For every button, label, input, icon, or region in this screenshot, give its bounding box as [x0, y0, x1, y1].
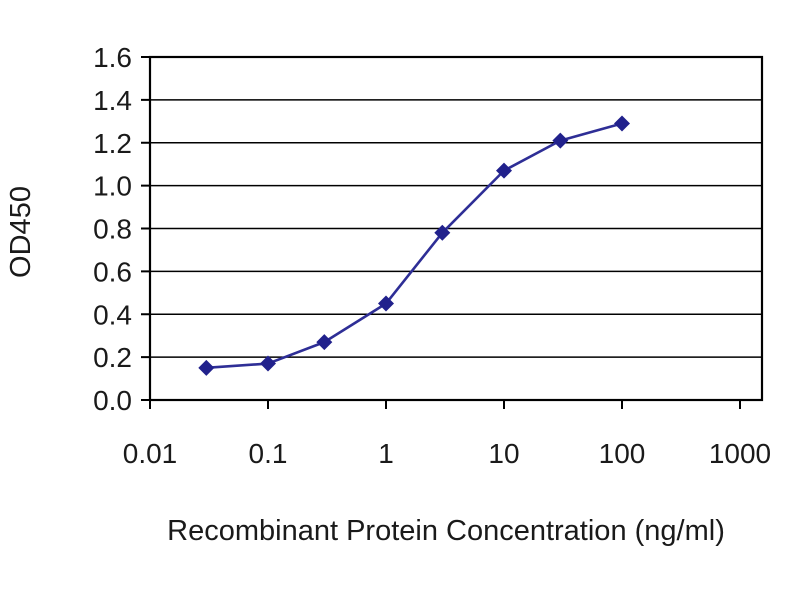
y-tick-label: 1.2 — [93, 128, 132, 159]
y-tick-label: 0.0 — [93, 385, 132, 416]
y-tick-label: 1.0 — [93, 171, 132, 202]
data-point-marker — [198, 359, 215, 376]
y-tick-label: 1.6 — [93, 42, 132, 73]
y-tick-label: 0.6 — [93, 256, 132, 287]
y-tick-label: 1.4 — [93, 85, 132, 116]
data-point-marker — [496, 162, 512, 179]
y-axis-title: OD450 — [5, 186, 37, 278]
series-line — [205, 122, 624, 370]
x-tick-label: 0.01 — [123, 438, 178, 469]
data-point-marker — [260, 355, 276, 372]
data-point-marker — [378, 295, 394, 312]
x-tick-label: 0.1 — [249, 438, 288, 469]
data-point-marker — [434, 224, 451, 241]
x-tick-label: 100 — [599, 438, 646, 469]
x-tick-label: 10 — [488, 438, 519, 469]
data-point-marker — [614, 115, 630, 132]
plot-border — [148, 55, 764, 402]
x-tick-label: 1 — [378, 438, 394, 469]
y-tick-label: 0.4 — [93, 299, 132, 330]
y-tick-label: 0.8 — [93, 214, 132, 245]
x-axis-title: Recombinant Protein Concentration (ng/ml… — [167, 515, 725, 547]
y-tick-label: 0.2 — [93, 342, 132, 373]
data-point-marker — [316, 334, 333, 351]
x-tick-label: 1000 — [709, 438, 771, 469]
data-point-marker — [552, 132, 569, 149]
